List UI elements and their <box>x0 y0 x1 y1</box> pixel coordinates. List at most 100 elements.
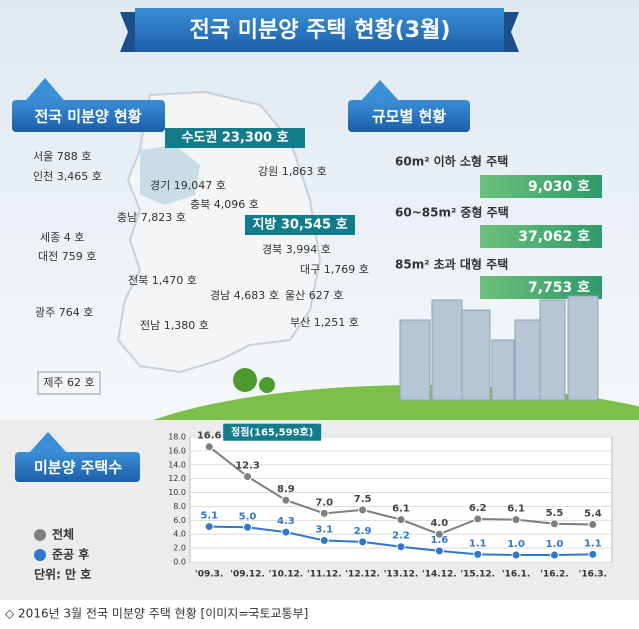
region: 서울 788 호 <box>33 150 91 163</box>
x-tick-label: '12.12. <box>345 570 380 580</box>
tree <box>259 377 275 393</box>
value-label: 6.2 <box>469 503 487 514</box>
capital-area <box>140 145 200 205</box>
y-tick-label: 14.0 <box>168 460 186 469</box>
y-tick-label: 16.0 <box>168 446 186 455</box>
annotation: 정점(165,599호) <box>231 426 313 439</box>
value-label: 7.5 <box>354 494 372 505</box>
point <box>434 546 444 556</box>
y-tick-label: 18.0 <box>168 433 186 442</box>
region: 충북 4,096 호 <box>190 198 259 211</box>
point <box>243 472 253 482</box>
value-label: 4.3 <box>277 516 295 527</box>
x-tick-label: '09.12. <box>230 570 265 580</box>
size-box <box>480 175 602 198</box>
x-tick-label: '09.3. <box>195 570 223 580</box>
value-label: 2.9 <box>354 526 372 537</box>
chart-heading-box <box>15 452 140 482</box>
size-heading-box <box>348 100 470 132</box>
value-label: 8.9 <box>277 484 295 495</box>
jeju-box <box>37 371 101 395</box>
legend-label: 준공 후 <box>52 547 89 562</box>
point <box>204 522 214 532</box>
unit-label: 단위: 만 호 <box>34 567 91 582</box>
region: 울산 627 호 <box>285 289 343 302</box>
value-label: 12.3 <box>235 461 260 472</box>
size-label: 85m² 초과 대형 주택 <box>395 257 508 272</box>
legend-marker <box>34 529 46 541</box>
region: 제주 62 호 <box>43 376 94 389</box>
x-tick-label: '16.2. <box>540 570 568 580</box>
point <box>358 505 368 515</box>
tree <box>233 368 257 392</box>
size-heading: 규모별 현황 <box>372 108 446 126</box>
value-label: 1.0 <box>507 539 525 550</box>
value-label: 3.1 <box>315 524 333 535</box>
size-value: 37,062 호 <box>518 229 590 245</box>
size-value: 9,030 호 <box>528 179 590 195</box>
region: 경남 4,683 호 <box>210 289 279 302</box>
y-tick-label: 6.0 <box>173 516 186 525</box>
size-box <box>480 225 602 248</box>
x-tick-label: '16.3. <box>579 570 607 580</box>
point <box>319 508 329 518</box>
y-tick-label: 2.0 <box>173 544 186 553</box>
map-heading-box <box>12 100 165 132</box>
y-tick-label: 10.0 <box>168 488 186 497</box>
point <box>204 442 214 452</box>
point <box>473 549 483 559</box>
caption-background <box>0 600 639 629</box>
value-label: 5.5 <box>546 508 564 519</box>
value-label: 5.0 <box>239 511 257 522</box>
point <box>473 514 483 524</box>
region: 경북 3,994 호 <box>262 243 331 256</box>
value-label: 1.1 <box>469 538 487 549</box>
point <box>588 520 598 529</box>
value-label: 1.1 <box>584 538 602 549</box>
point <box>358 537 368 547</box>
value-label: 2.2 <box>392 531 410 542</box>
local-total: 지방 30,545 호 <box>252 217 347 233</box>
local-box <box>245 215 355 235</box>
region: 대전 759 호 <box>38 250 96 263</box>
annotation-box <box>223 423 322 441</box>
value-label: 5.1 <box>200 511 218 522</box>
region: 충남 7,823 호 <box>117 211 186 224</box>
size-label: 60~85m² 중형 주택 <box>395 205 509 220</box>
y-tick-label: 0.0 <box>173 558 186 567</box>
capital-box <box>165 128 305 148</box>
x-tick-label: '14.12. <box>422 570 457 580</box>
value-label: 6.1 <box>507 504 525 515</box>
point <box>588 549 598 559</box>
x-tick-label: '10.12. <box>269 570 304 580</box>
x-tick-label: '11.12. <box>307 570 342 580</box>
value-label: 4.0 <box>431 518 449 529</box>
point <box>396 515 406 525</box>
y-tick-label: 12.0 <box>168 474 186 483</box>
value-label: 16.6 <box>197 431 222 442</box>
title-banner <box>135 8 504 52</box>
region: 전남 1,380 호 <box>140 319 209 332</box>
y-tick-label: 8.0 <box>173 502 186 511</box>
region: 세종 4 호 <box>40 231 84 244</box>
region: 부산 1,251 호 <box>290 316 359 329</box>
region: 경기 19,047 호 <box>150 179 226 192</box>
size-box <box>480 276 602 299</box>
value-label: 6.1 <box>392 504 410 515</box>
point <box>549 550 559 560</box>
capital-total: 수도권 23,300 호 <box>181 131 288 146</box>
title: 전국 미분양 주택 현황(3월) <box>190 18 451 43</box>
point <box>319 535 329 545</box>
size-value: 7,753 호 <box>528 280 590 296</box>
point <box>281 527 291 537</box>
value-label: 1.0 <box>546 539 564 550</box>
point <box>434 529 444 539</box>
point <box>549 519 559 529</box>
region: 대구 1,769 호 <box>300 263 369 276</box>
value-label: 7.0 <box>315 497 333 508</box>
x-tick-label: '15.12. <box>460 570 495 580</box>
y-tick-label: 4.0 <box>173 530 186 539</box>
region: 강원 1,863 호 <box>258 165 327 178</box>
size-label: 60m² 이하 소형 주택 <box>395 154 508 169</box>
